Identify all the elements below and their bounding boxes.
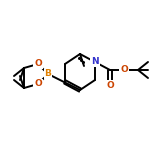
Text: O: O: [34, 59, 42, 69]
Text: B: B: [45, 69, 51, 78]
Text: N: N: [91, 57, 99, 67]
Text: O: O: [120, 66, 128, 74]
Text: O: O: [34, 79, 42, 88]
Text: O: O: [106, 81, 114, 90]
